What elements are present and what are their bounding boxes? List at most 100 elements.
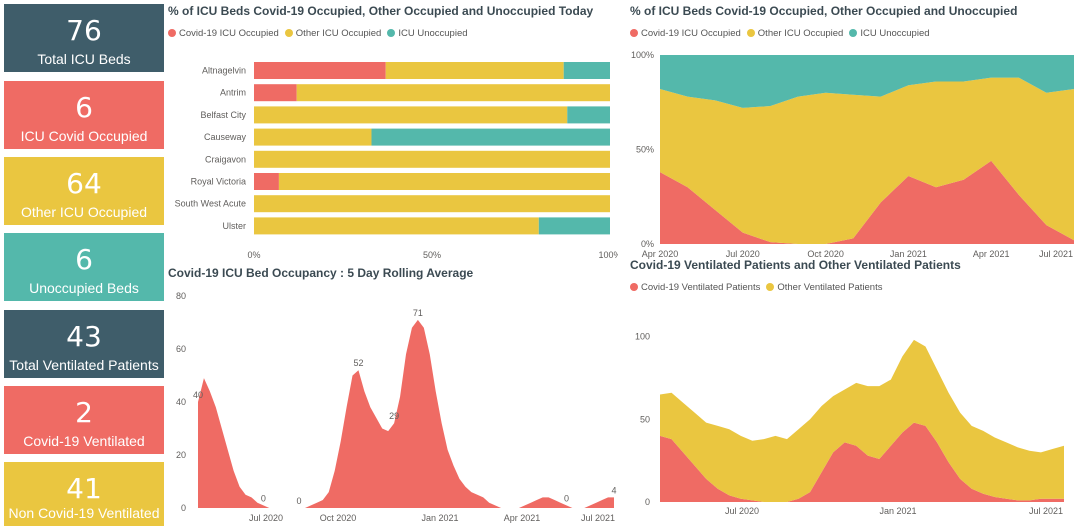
kpi-value: 6 — [75, 91, 93, 124]
x-tick-label: Jan 2021 — [421, 513, 458, 523]
bar-segment — [254, 84, 297, 102]
icu-trend-title: % of ICU Beds Covid-19 Occupied, Other O… — [630, 4, 1018, 18]
x-tick-label: Jan 2021 — [890, 249, 927, 259]
y-tick-label: 100 — [635, 332, 650, 342]
legend-label: Covid-19 ICU Occupied — [641, 28, 741, 39]
area-series — [660, 422, 1064, 502]
x-tick-label: Jul 2021 — [1029, 506, 1063, 516]
icu-today-chart: Altnagelvin Antrim Belfast City Causeway Cra… — [175, 62, 618, 260]
bar-segment — [567, 106, 610, 124]
legend-label: ICU Unoccupied — [398, 28, 468, 39]
x-tick-label: 100% — [598, 250, 618, 260]
y-tick-label: 50 — [640, 414, 650, 424]
bar-segment — [296, 84, 610, 102]
kpi-card: 76 Total ICU Beds — [4, 4, 164, 72]
legend-dot-icon — [630, 283, 638, 291]
legend-item: Other ICU Occupied — [746, 28, 844, 39]
x-tick-label: Jul 2020 — [725, 506, 759, 516]
x-tick-label: Oct 2020 — [807, 249, 844, 259]
ventilated-legend: Covid-19 Ventilated Patients Other Ventil… — [630, 282, 888, 293]
ventilated-chart: 0 50 100 Jul 2020 Jan 2021 Jul 2021 — [635, 332, 1064, 516]
x-tick-label: 50% — [423, 250, 441, 260]
bar-segment — [254, 150, 610, 168]
bar-segment — [254, 128, 372, 146]
kpi-card: 43 Total Ventilated Patients — [4, 310, 164, 378]
kpi-value: 64 — [66, 167, 102, 200]
category-label: Belfast City — [200, 110, 246, 120]
x-tick-label: Apr 2021 — [504, 513, 541, 523]
bar-segment — [278, 173, 610, 190]
category-label: Causeway — [204, 132, 247, 142]
kpi-label: Unoccupied Beds — [29, 280, 139, 296]
category-label: Royal Victoria — [191, 177, 246, 187]
bar-segment — [254, 62, 386, 79]
icu-trend-legend: Covid-19 ICU Occupied Other ICU Occupied I… — [630, 28, 936, 39]
icu-today-panel: % of ICU Beds Covid-19 Occupied, Other O… — [166, 4, 618, 266]
legend-dot-icon — [766, 283, 775, 291]
y-tick-label: 0% — [641, 239, 654, 249]
legend-dot-icon — [387, 29, 396, 37]
kpi-card: 64 Other ICU Occupied — [4, 157, 164, 225]
data-label: 71 — [413, 308, 423, 318]
category-label: Antrim — [220, 88, 246, 98]
legend-label: Other Ventilated Patients — [777, 282, 883, 293]
kpi-card: 2 Covid-19 Ventilated — [4, 386, 164, 454]
kpi-label: Other ICU Occupied — [20, 204, 148, 220]
y-tick-label: 20 — [176, 450, 186, 460]
legend-dot-icon — [849, 29, 858, 37]
kpi-label: Covid-19 Ventilated — [23, 433, 145, 449]
kpi-label: ICU Covid Occupied — [20, 128, 148, 144]
kpi-value: 43 — [66, 320, 102, 353]
y-tick-label: 60 — [176, 344, 186, 354]
y-tick-label: 40 — [176, 397, 186, 407]
bar-segment — [254, 217, 539, 235]
legend-item: Covid-19 ICU Occupied — [168, 28, 279, 39]
kpi-value: 41 — [66, 472, 102, 505]
icu-trend-panel: % of ICU Beds Covid-19 Occupied, Other O… — [628, 4, 1078, 266]
kpi-value: 76 — [66, 14, 102, 47]
y-tick-label: 0 — [645, 497, 650, 507]
x-tick-label: Jan 2021 — [879, 506, 916, 516]
bar-segment — [371, 128, 610, 146]
area-series — [660, 77, 1074, 245]
y-tick-label: 50% — [636, 145, 654, 155]
category-label: Craigavon — [205, 154, 246, 164]
bar-segment — [385, 62, 564, 79]
category-label: Ulster — [222, 221, 246, 231]
icu-trend-chart: 0% 50% 100% Apr 2020 Jul 2020 Oct 2020 Jan 202… — [631, 50, 1074, 259]
legend-dot-icon — [168, 29, 176, 37]
legend-dot-icon — [284, 29, 293, 37]
kpi-card: 41 Non Covid-19 Ventilated — [4, 462, 164, 526]
data-label: 52 — [353, 358, 363, 368]
data-label: 4 — [611, 485, 616, 495]
rolling-average-chart: 0 20 40 60 80 40 0 0 52 29 71 0 4 Jul 2020 Oct 2020 Jan… — [176, 291, 617, 523]
rolling-average-title: Covid-19 ICU Bed Occupancy : 5 Day Rolli… — [168, 266, 474, 280]
area-series — [660, 55, 1074, 108]
legend-item: ICU Unoccupied — [849, 28, 930, 39]
legend-item: Other Ventilated Patients — [766, 282, 882, 293]
legend-item: Covid-19 Ventilated Patients — [630, 282, 760, 293]
rolling-average-panel: Covid-19 ICU Bed Occupancy : 5 Day Rolli… — [166, 266, 618, 528]
bar-segment — [254, 106, 568, 124]
kpi-label: Total ICU Beds — [37, 51, 131, 67]
x-tick-label: Jul 2021 — [581, 513, 615, 523]
area-series — [198, 319, 614, 508]
legend-item: ICU Unoccupied — [387, 28, 468, 39]
y-tick-label: 0 — [181, 503, 186, 513]
area-series — [660, 339, 1064, 502]
legend-label: Other ICU Occupied — [295, 28, 382, 39]
data-label: 0 — [297, 496, 302, 506]
kpi-label: Non Covid-19 Ventilated — [8, 505, 160, 521]
bar-segment — [254, 195, 610, 213]
x-tick-label: 0% — [247, 250, 260, 260]
legend-label: ICU Unoccupied — [860, 28, 930, 39]
legend-label: Other ICU Occupied — [757, 28, 844, 39]
x-tick-label: Jul 2020 — [726, 249, 760, 259]
category-label: Altnagelvin — [202, 66, 246, 76]
kpi-label: Total Ventilated Patients — [9, 357, 159, 373]
legend-dot-icon — [630, 29, 638, 37]
kpi-value: 2 — [75, 396, 93, 429]
area-series — [660, 160, 1074, 244]
data-label: 0 — [261, 493, 266, 503]
ventilated-panel: Covid-19 Ventilated Patients and Other V… — [628, 258, 1078, 528]
